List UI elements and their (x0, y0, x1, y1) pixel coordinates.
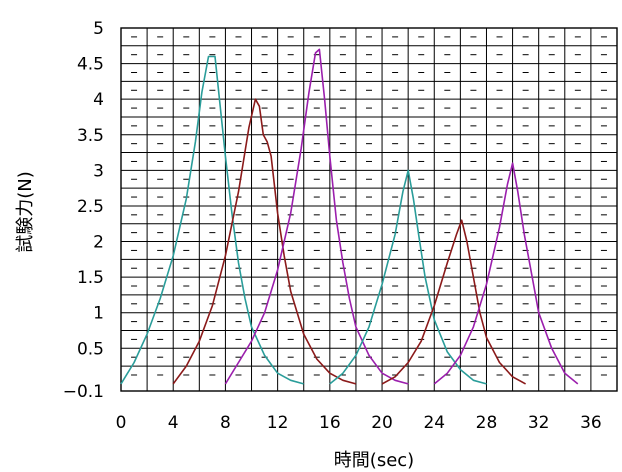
x-tick-label: 8 (220, 413, 231, 433)
series-line-3 (224, 48, 409, 385)
x-tick-label: 20 (371, 413, 393, 433)
x-tick-label: 0 (116, 413, 127, 433)
grid-lines (120, 27, 618, 392)
y-tick-label: 4 (93, 90, 104, 110)
y-tick-label: 3 (93, 161, 104, 181)
x-tick-label: 4 (168, 413, 179, 433)
x-tick-label: 24 (423, 413, 445, 433)
y-tick-labels: −0.1 0.5 1 1.5 2 2.5 3 3.5 4 4.5 5 (63, 19, 104, 402)
series-line-6 (433, 162, 579, 385)
tick-marks (131, 36, 607, 376)
x-tick-label: 36 (580, 413, 602, 433)
x-tick-label: 32 (528, 413, 550, 433)
x-axis-label: 時間(sec) (334, 450, 414, 471)
y-tick-label: 1 (93, 304, 104, 324)
y-tick-label: −0.1 (63, 382, 104, 402)
series-line-4 (329, 169, 487, 385)
series-line-2 (172, 98, 357, 385)
y-tick-label: 4.5 (77, 55, 104, 75)
y-tick-label: 2 (93, 233, 104, 253)
series-line-5 (381, 219, 526, 385)
y-tick-label: 5 (93, 19, 104, 39)
plot-frame (120, 27, 618, 392)
x-tick-labels: 0 4 8 12 16 20 24 28 32 36 (116, 413, 602, 433)
x-tick-label: 28 (476, 413, 498, 433)
y-tick-label: 1.5 (77, 268, 104, 288)
y-tick-label: 3.5 (77, 126, 104, 146)
y-axis-label: 試験力(N) (15, 171, 36, 253)
y-tick-label: 2.5 (77, 197, 104, 217)
x-tick-label: 12 (267, 413, 289, 433)
x-tick-label: 16 (319, 413, 341, 433)
y-tick-label: 0.5 (77, 339, 104, 359)
data-series (120, 48, 579, 385)
series-line-1 (120, 55, 304, 385)
